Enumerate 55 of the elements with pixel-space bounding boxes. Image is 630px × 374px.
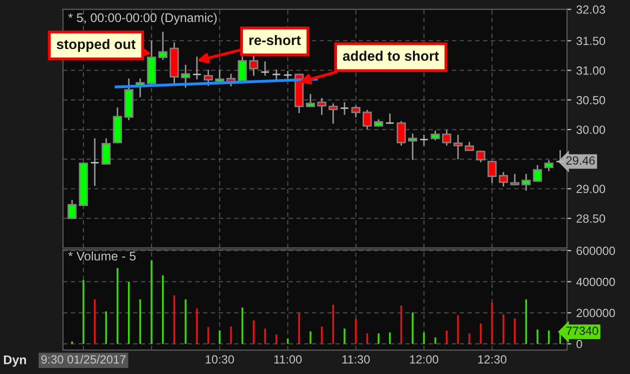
chart-title: * 5, 00:00-00:00 (Dynamic) bbox=[68, 12, 217, 25]
candlestick bbox=[510, 174, 520, 186]
y-tick-label: 30.50 bbox=[576, 96, 606, 104]
candlestick bbox=[362, 110, 372, 130]
candlestick bbox=[408, 134, 418, 160]
annotation: added to short bbox=[342, 50, 439, 61]
x-tick-label: 11:00 bbox=[274, 355, 302, 364]
x-tick-label: 9:30 01/25/2017 bbox=[41, 354, 126, 364]
candlestick bbox=[498, 172, 508, 186]
y-tick-label: 0 bbox=[576, 340, 582, 348]
chart-title: * Volume - 5 bbox=[68, 251, 136, 261]
candlestick bbox=[192, 56, 202, 80]
candlestick bbox=[340, 102, 350, 115]
y-tick-label: 28.50 bbox=[576, 214, 606, 223]
y-tick-label: 31.00 bbox=[576, 66, 606, 75]
candlestick bbox=[396, 121, 406, 146]
candlestick bbox=[306, 94, 316, 108]
y-tick-label: 600000 bbox=[576, 246, 615, 256]
candlestick bbox=[90, 138, 100, 186]
candlestick bbox=[68, 200, 77, 220]
y-tick-label: 31.50 bbox=[576, 36, 606, 46]
candlestick bbox=[419, 134, 429, 146]
annotation: re-short bbox=[249, 34, 301, 46]
y-tick-label: 200000 bbox=[576, 308, 615, 318]
annotation: 29.46 bbox=[566, 156, 595, 165]
x-tick-label: 12:30 bbox=[478, 355, 506, 364]
candlestick bbox=[488, 160, 497, 183]
y-tick-label: 29.00 bbox=[576, 184, 606, 194]
annotation: 77340 bbox=[566, 326, 598, 335]
candlestick bbox=[385, 113, 394, 124]
x-tick-label: 11:30 bbox=[342, 355, 370, 364]
candlestick bbox=[158, 32, 168, 60]
text: Dyn bbox=[4, 356, 26, 367]
candlestick bbox=[102, 138, 111, 165]
candlestick bbox=[544, 160, 554, 172]
candlestick bbox=[317, 98, 326, 115]
candlestick bbox=[328, 103, 338, 124]
candlestick bbox=[351, 106, 360, 118]
y-tick-label: 400000 bbox=[576, 278, 615, 286]
candlestick bbox=[453, 134, 463, 160]
candlestick bbox=[238, 56, 247, 82]
candlestick bbox=[522, 174, 531, 191]
candlestick bbox=[181, 64, 190, 88]
candlestick bbox=[272, 70, 281, 81]
y-tick-label: 32.03 bbox=[576, 5, 606, 14]
x-tick-label: 12:00 bbox=[410, 355, 438, 364]
candlestick bbox=[476, 150, 486, 162]
annotation: stopped out bbox=[56, 38, 136, 52]
candlestick bbox=[204, 70, 213, 86]
candlestick bbox=[283, 70, 292, 79]
x-tick-label: 10:30 bbox=[206, 355, 234, 364]
candlestick bbox=[260, 61, 270, 76]
y-tick-label: 30.00 bbox=[576, 126, 606, 134]
candlestick bbox=[532, 164, 542, 182]
candlestick bbox=[442, 130, 452, 146]
